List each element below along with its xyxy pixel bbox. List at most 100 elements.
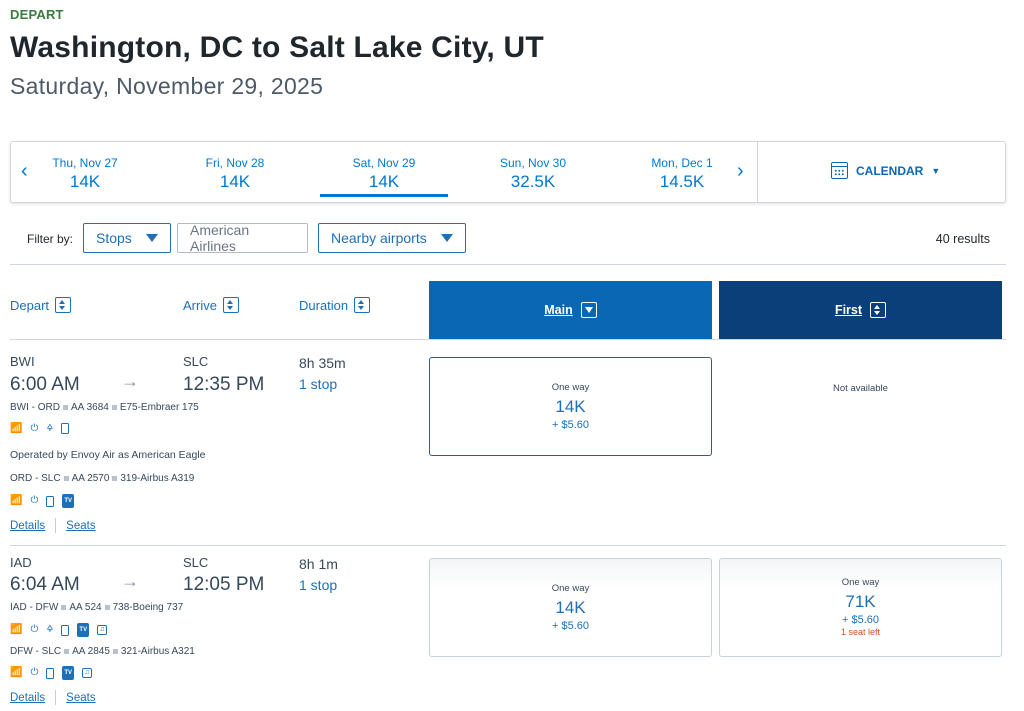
nearby-filter-label: Nearby airports xyxy=(331,230,427,246)
triangle-down-icon xyxy=(440,234,453,242)
date-option-mon-dec-1[interactable]: Mon, Dec 1 14.5K xyxy=(618,156,746,192)
sort-depart[interactable]: Depart xyxy=(10,297,72,313)
stops-link[interactable]: 1 stop xyxy=(299,577,338,593)
date-option-thu-nov-27[interactable]: Thu, Nov 27 14K xyxy=(21,156,149,192)
segment-aircraft: 321-Airbus A321 xyxy=(120,646,195,657)
fare-tax: + $5.60 xyxy=(841,614,879,626)
destination-airport: SLC xyxy=(183,354,209,369)
sort-icon xyxy=(870,302,887,318)
date-option-sat-nov-29[interactable]: Sat, Nov 29 14K xyxy=(320,156,448,197)
fare-type: One way xyxy=(841,577,880,588)
caret-down-icon: ▼ xyxy=(931,165,941,176)
device-icon xyxy=(61,423,70,434)
amenities: 📶 ⏻ 🜍 xyxy=(10,422,70,434)
destination-airport: SLC xyxy=(183,555,209,570)
divider xyxy=(757,142,758,202)
triangle-down-icon xyxy=(145,234,158,242)
segment-flight: AA 2845 xyxy=(72,646,110,657)
date-option-fri-nov-28[interactable]: Fri, Nov 28 14K xyxy=(171,156,299,192)
segment-flight: AA 2570 xyxy=(71,473,110,484)
power-icon: ⏻ xyxy=(30,422,39,434)
chevron-right-icon[interactable]: › xyxy=(737,160,744,182)
main-fare-button[interactable]: One way 14K + $5.60 xyxy=(429,558,712,657)
cabin-header-main[interactable]: Main xyxy=(429,281,712,339)
usb-icon: 🜍 xyxy=(46,422,54,434)
flight-links: Details Seats xyxy=(10,690,96,705)
filter-label: Filter by: xyxy=(27,232,74,246)
segment-route: BWI - ORD xyxy=(10,402,60,413)
divider xyxy=(55,690,57,705)
sort-arrive[interactable]: Arrive xyxy=(183,297,239,313)
date-label: Sat, Nov 29 xyxy=(352,156,416,170)
stops-filter-button[interactable]: Stops xyxy=(83,223,171,253)
date-price: 14K xyxy=(368,172,400,191)
segment-route: IAD - DFW xyxy=(10,602,59,613)
segment-aircraft: 319-Airbus A319 xyxy=(120,473,195,484)
seats-link[interactable]: Seats xyxy=(66,691,96,704)
depart-time: 6:00 AM xyxy=(10,374,80,395)
fare-tax: + $5.60 xyxy=(551,419,589,431)
usb-icon: 🜍 xyxy=(46,624,54,635)
date-label: Fri, Nov 28 xyxy=(205,156,265,170)
arrive-time: 12:35 PM xyxy=(183,374,265,395)
details-link[interactable]: Details xyxy=(10,519,46,532)
date-label: Thu, Nov 27 xyxy=(52,156,118,170)
wifi-icon: 📶 xyxy=(10,667,23,678)
device-icon xyxy=(46,667,55,679)
stops-filter-label: Stops xyxy=(96,230,132,246)
origin-airport: BWI xyxy=(10,354,35,369)
results-count: 40 results xyxy=(935,232,990,246)
sort-duration[interactable]: Duration xyxy=(299,297,371,313)
music-icon: ♫ xyxy=(82,668,93,678)
segment-info: BWI - ORD AA 3684 E75-Embraer 175 xyxy=(10,402,199,413)
segment-info: IAD - DFW AA 524 738-Boeing 737 xyxy=(10,602,183,613)
seats-link[interactable]: Seats xyxy=(66,519,96,532)
wifi-icon: 📶 xyxy=(10,422,23,434)
first-not-available: Not available xyxy=(833,383,888,394)
duration-header-label: Duration xyxy=(299,297,349,313)
main-cabin-label: Main xyxy=(544,303,573,317)
date-selector: ‹ Thu, Nov 27 14K Fri, Nov 28 14K Sat, N… xyxy=(10,141,1006,203)
tv-icon: TV xyxy=(62,494,75,508)
filter-bar: Filter by: Stops American Airlines Nearb… xyxy=(10,222,1006,254)
segment-aircraft: E75-Embraer 175 xyxy=(119,402,199,413)
flight-duration: 8h 35m xyxy=(299,355,346,371)
american-airlines-filter-button[interactable]: American Airlines xyxy=(177,222,308,254)
airline-filter-label: American Airlines xyxy=(190,222,250,254)
divider xyxy=(55,518,57,533)
first-cabin-label: First xyxy=(834,303,863,317)
nearby-airports-filter-button[interactable]: Nearby airports xyxy=(318,223,466,253)
date-price: 14K xyxy=(219,172,251,191)
origin-airport: IAD xyxy=(10,555,32,570)
calendar-icon xyxy=(831,162,848,179)
segment-flight: AA 3684 xyxy=(71,402,109,413)
date-option-sun-nov-30[interactable]: Sun, Nov 30 32.5K xyxy=(469,156,597,192)
arrow-right-icon: → xyxy=(121,571,139,591)
depart-time: 6:04 AM xyxy=(10,574,80,595)
cabin-header-first[interactable]: First xyxy=(719,281,1002,339)
details-link[interactable]: Details xyxy=(10,691,46,704)
sort-icon xyxy=(55,297,72,313)
arrow-right-icon: → xyxy=(121,371,139,391)
power-icon: ⏻ xyxy=(30,624,39,635)
tv-icon: TV xyxy=(77,623,90,637)
calendar-button[interactable]: CALENDAR ▼ xyxy=(831,162,940,179)
first-fare-button[interactable]: One way 71K + $5.60 1 seat left xyxy=(719,558,1002,657)
segment-flight: AA 524 xyxy=(69,602,102,613)
depart-header-label: Depart xyxy=(10,297,50,313)
arrive-header-label: Arrive xyxy=(183,297,217,313)
segment-info: DFW - SLC AA 2845 321-Airbus A321 xyxy=(10,646,195,657)
stops-link[interactable]: 1 stop xyxy=(299,376,338,392)
fare-miles: 14K xyxy=(555,397,586,416)
fare-type: One way xyxy=(551,382,590,393)
device-icon xyxy=(61,624,70,636)
date-price: 32.5K xyxy=(510,172,556,191)
segment-route: ORD - SLC xyxy=(10,473,61,484)
wifi-icon: 📶 xyxy=(10,624,23,635)
chevron-left-icon[interactable]: ‹ xyxy=(21,160,28,182)
main-fare-button[interactable]: One way 14K + $5.60 xyxy=(429,357,712,456)
date-label: Sun, Nov 30 xyxy=(499,156,567,170)
depart-eyebrow: DEPART xyxy=(10,7,64,22)
fare-tax: + $5.60 xyxy=(551,620,589,632)
power-icon: ⏻ xyxy=(30,495,39,506)
